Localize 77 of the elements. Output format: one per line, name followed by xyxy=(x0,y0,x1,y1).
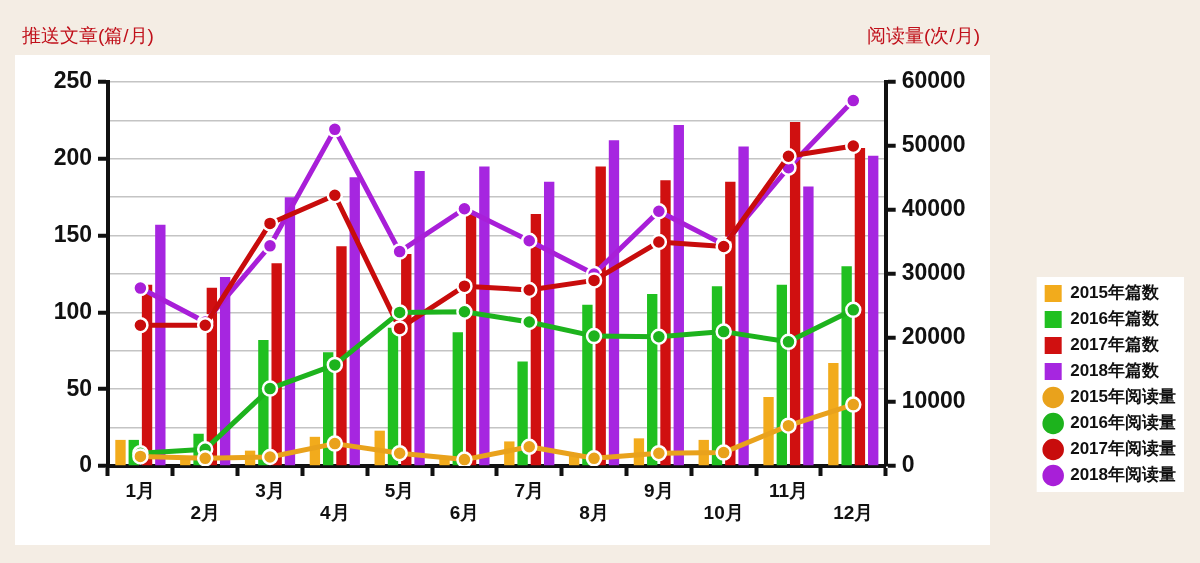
x-tick-label: 12月 xyxy=(833,502,874,524)
point xyxy=(261,448,279,466)
y2-tick-label: 50000 xyxy=(901,131,966,158)
point xyxy=(456,303,473,321)
legend-label: 2017年阅读量 xyxy=(1070,439,1177,459)
point xyxy=(261,380,279,397)
point xyxy=(780,417,797,434)
bar xyxy=(868,155,879,466)
y-tick-label: 50 xyxy=(66,374,92,401)
point xyxy=(261,215,279,232)
bar xyxy=(271,263,282,466)
point xyxy=(456,451,473,466)
bar xyxy=(841,266,852,466)
point xyxy=(520,313,538,331)
legend-label: 2016年阅读量 xyxy=(1070,413,1177,433)
bar xyxy=(803,186,814,466)
y2-tick-label: 40000 xyxy=(901,195,966,222)
x-tick-label: 6月 xyxy=(449,502,480,524)
y-tick-label: 200 xyxy=(53,144,92,171)
legend-label: 2016年篇数 xyxy=(1070,309,1160,329)
point xyxy=(391,304,408,321)
point xyxy=(132,448,149,465)
point xyxy=(585,450,603,466)
point xyxy=(715,444,732,461)
point xyxy=(520,281,538,299)
bar xyxy=(336,246,347,466)
y2-tick-label: 20000 xyxy=(901,323,966,350)
point xyxy=(391,320,408,337)
point xyxy=(520,438,538,456)
y2-tick-label: 0 xyxy=(901,451,915,478)
y2-tick-label: 30000 xyxy=(901,259,966,286)
y2-tick-label: 60000 xyxy=(901,67,966,94)
bar xyxy=(517,361,528,466)
point xyxy=(780,147,797,165)
y-tick-label: 100 xyxy=(53,297,92,324)
point xyxy=(326,356,344,374)
point xyxy=(650,444,668,462)
y2-axis-title: 阅读量(次/月) xyxy=(867,24,980,48)
point xyxy=(585,272,603,289)
point xyxy=(845,396,862,413)
point xyxy=(520,232,538,249)
point xyxy=(391,444,408,462)
point xyxy=(650,203,668,220)
legend-label: 2018年阅读量 xyxy=(1070,465,1177,485)
y-tick-label: 250 xyxy=(53,67,92,94)
x-tick-label: 7月 xyxy=(514,479,545,501)
y2-tick-label: 10000 xyxy=(901,387,966,414)
point xyxy=(132,316,149,334)
point xyxy=(650,233,668,251)
legend-label: 2015年阅读量 xyxy=(1070,387,1177,407)
point xyxy=(715,323,732,340)
bar xyxy=(115,439,126,466)
y-axis-title: 推送文章(篇/月) xyxy=(22,24,154,48)
point xyxy=(196,450,214,466)
legend-label: 2017年篇数 xyxy=(1070,335,1160,355)
x-tick-label: 5月 xyxy=(384,479,415,501)
point xyxy=(391,243,408,260)
y-tick-label: 0 xyxy=(79,451,92,478)
x-tick-label: 10月 xyxy=(703,502,744,524)
x-tick-label: 3月 xyxy=(255,479,285,501)
x-tick-label: 8月 xyxy=(579,502,609,524)
x-tick-label: 2月 xyxy=(190,502,220,524)
point xyxy=(650,328,668,345)
point xyxy=(780,333,797,351)
point xyxy=(326,187,344,204)
point xyxy=(456,277,473,295)
point xyxy=(326,435,344,452)
x-tick-label: 4月 xyxy=(320,502,350,524)
legend-label: 2018年篇数 xyxy=(1070,361,1160,381)
x-tick-label: 11月 xyxy=(768,479,809,501)
point xyxy=(585,327,603,345)
x-tick-label: 1月 xyxy=(125,479,156,501)
bar xyxy=(452,332,463,466)
y-tick-label: 150 xyxy=(53,220,92,247)
point xyxy=(845,301,862,319)
legend-label: 2015年篇数 xyxy=(1070,283,1160,303)
x-tick-label: 9月 xyxy=(644,479,674,501)
